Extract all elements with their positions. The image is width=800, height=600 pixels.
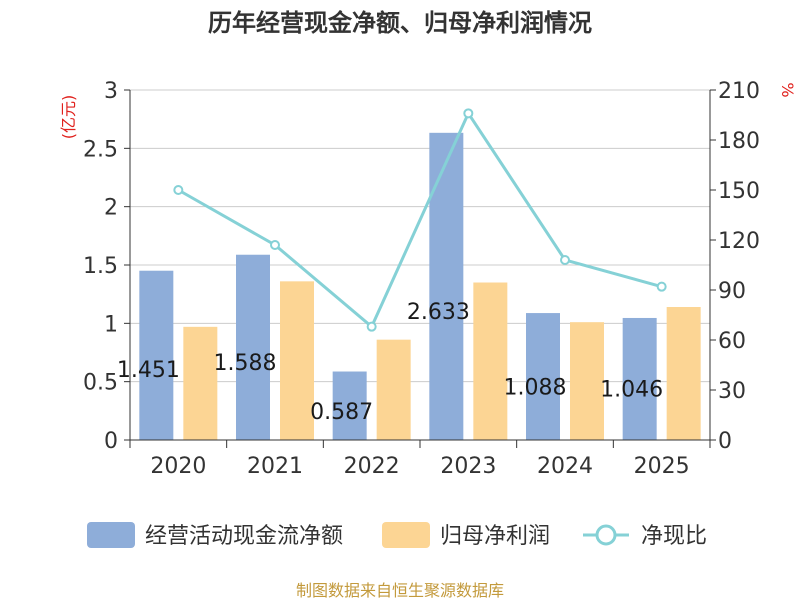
left-axis-tick-label: 0 [104,429,118,454]
legend-label-net-profit: 归母净利润 [440,524,550,549]
bar-net-profit [473,282,508,440]
right-axis-tick-label: 180 [718,129,760,154]
bars [139,132,701,441]
ratio-point [560,255,570,265]
bar-cash-flow [429,132,464,441]
chart-title: 历年经营现金净额、归母净利润情况 [208,9,592,37]
legend-swatch-net-profit [382,522,430,548]
x-axis-tick-label: 2020 [150,454,206,479]
value-label-cash-flow: 2.633 [407,300,470,325]
value-label-cash-flow: 1.451 [117,358,180,383]
grid-lines [130,89,710,383]
legend-label-ratio: 净现比 [641,524,707,549]
legend-swatch-ratio-marker [595,524,617,546]
bar-net-profit [183,326,218,440]
ratio-point [270,240,280,250]
right-axis-tick-label: 120 [718,229,760,254]
value-labels: 1.451 1.588 0.587 2.633 1.088 1.046 [117,300,663,425]
value-label-cash-flow: 1.046 [600,378,663,403]
bar-net-profit [570,322,604,440]
left-axis-unit: (亿元) [59,95,78,140]
bar-net-profit [376,339,411,440]
bar-cash-flow [526,313,560,440]
legend-swatch-cash-flow [87,522,135,548]
x-axis-tick-label: 2022 [344,454,400,479]
x-axis-tick-label: 2025 [634,454,690,479]
ratio-point [656,281,667,292]
left-axis-tick-label: 1 [104,312,118,337]
value-label-cash-flow: 0.587 [310,400,373,425]
left-axis-tick-label: 3 [104,79,118,104]
x-axis-tick-label: 2021 [247,454,303,479]
legend-label-cash-flow: 经营活动现金流净额 [145,524,343,549]
left-axis-tick-label: 0.5 [83,371,118,396]
right-axis-tick-label: 0 [718,429,732,454]
right-axis-tick-label: 60 [718,329,746,354]
bar-cash-flow [332,371,367,440]
x-axis-tick-label: 2023 [440,454,496,479]
ratio-point [463,108,474,119]
right-axis-tick-label: 30 [718,379,746,404]
ratio-line-group [173,108,667,332]
right-axis-unit: % [778,82,797,97]
right-axis-tick-label: 210 [718,79,760,104]
bar-cash-flow [622,317,657,440]
source-note: 制图数据来自恒生聚源数据库 [296,581,504,600]
bar-cash-flow [236,254,270,440]
right-axis-tick-label: 150 [718,179,760,204]
legend: 经营活动现金流净额 归母净利润 净现比 [87,522,707,549]
bar-cash-flow [139,270,174,440]
bar-net-profit [280,281,314,440]
right-axis-tick-label: 90 [718,279,746,304]
ratio-point [173,185,184,195]
x-axis-tick-label: 2024 [537,454,593,479]
bar-net-profit [666,307,701,440]
ratio-point [366,321,377,332]
left-axis-tick-label: 2.5 [83,137,118,162]
value-label-cash-flow: 1.588 [214,351,277,376]
value-label-cash-flow: 1.088 [504,376,567,401]
left-axis-tick-label: 1.5 [83,254,118,279]
ratio-line [177,110,663,330]
left-axis-tick-label: 2 [104,196,118,221]
